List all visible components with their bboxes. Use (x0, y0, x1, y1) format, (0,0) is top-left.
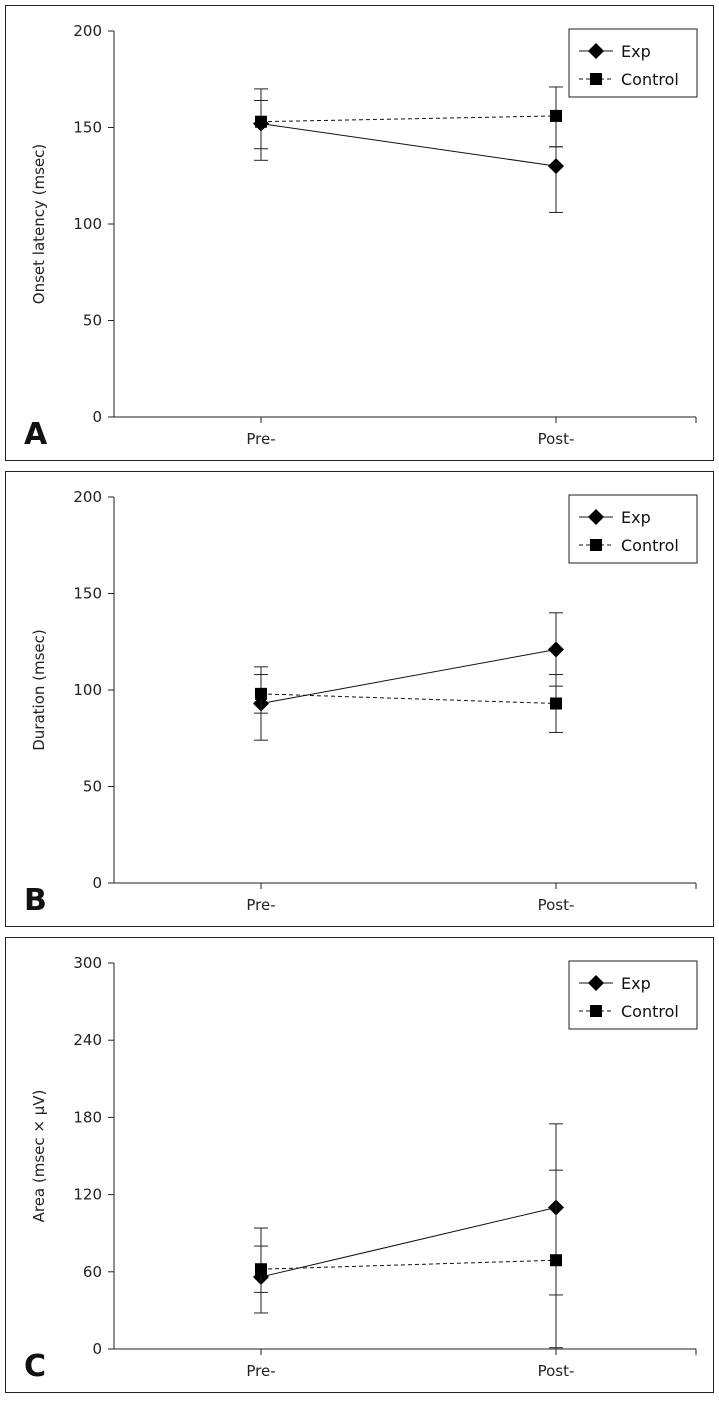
legend-marker (588, 43, 604, 59)
legend-marker (590, 539, 602, 551)
y-tick-label: 60 (83, 1263, 102, 1281)
y-axis-label: Duration (msec) (30, 629, 48, 751)
x-tick-label: Post- (538, 430, 575, 448)
x-tick-label: Pre- (246, 896, 275, 914)
y-axis-label: Area (msec × μV) (30, 1090, 48, 1223)
chart-svg: 0 50 100 150 200 Pre- Post- Onset latency (msec… (24, 22, 698, 452)
panel-label: B (24, 883, 47, 918)
y-axis-label: Onset latency (msec) (30, 144, 48, 304)
chart-svg: 0 50 100 150 200 Pre- Post- Duration (msec) B Exp… (24, 488, 698, 918)
legend-box (568, 28, 698, 98)
panel-label: C (24, 1349, 46, 1384)
panel-c: 0 60 120 180 240 300 Pre- Post- Area (msec × μV)… (5, 937, 714, 1393)
legend-label: Control (621, 536, 679, 555)
legend-marker (590, 73, 602, 85)
data-point (255, 687, 267, 700)
y-tick-label: 50 (83, 778, 102, 796)
series-exp (253, 88, 564, 213)
legend-box (568, 494, 698, 564)
y-tick-label: 300 (73, 954, 102, 972)
legend-box (568, 960, 698, 1030)
series-exp (253, 1123, 564, 1314)
legend-label: Control (621, 70, 679, 89)
panel-label: A (24, 417, 48, 452)
data-point (255, 115, 267, 128)
y-tick-label: 0 (92, 408, 102, 426)
series-control (254, 674, 563, 733)
y-tick-label: 180 (73, 1108, 102, 1126)
x-tick-label: Pre- (246, 1362, 275, 1380)
legend-label: Control (621, 1002, 679, 1021)
y-tick-label: 50 (83, 312, 102, 330)
legend: Exp Control (568, 960, 698, 1030)
y-tick-label: 100 (73, 681, 102, 699)
series-exp (253, 612, 564, 741)
y-tick-label: 120 (73, 1186, 102, 1204)
y-tick-label: 150 (73, 585, 102, 603)
data-point (550, 1254, 562, 1267)
legend: Exp Control (568, 28, 698, 98)
x-tick-label: Post- (538, 896, 575, 914)
legend-label: Exp (621, 42, 651, 61)
y-tick-label: 100 (73, 215, 102, 233)
series-line (260, 123, 557, 167)
legend: Exp Control (568, 494, 698, 564)
data-point (550, 697, 562, 710)
legend-marker (588, 509, 604, 525)
series-control (254, 1169, 563, 1349)
x-tick-label: Post- (538, 1362, 575, 1380)
data-point (550, 109, 562, 122)
series-line (260, 115, 557, 123)
x-tick-label: Pre- (246, 430, 275, 448)
legend-label: Exp (621, 974, 651, 993)
data-point (548, 641, 564, 658)
legend-marker (590, 1005, 602, 1017)
series-line (260, 1206, 557, 1278)
chart-svg: 0 60 120 180 240 300 Pre- Post- Area (msec × μV)… (24, 954, 698, 1384)
legend-label: Exp (621, 508, 651, 527)
data-point (548, 158, 564, 175)
y-tick-label: 0 (92, 874, 102, 892)
legend-marker (588, 975, 604, 991)
y-tick-label: 0 (92, 1340, 102, 1358)
series-line (260, 648, 557, 705)
y-tick-label: 200 (73, 22, 102, 40)
series-line (260, 1259, 557, 1270)
data-point (255, 1263, 267, 1276)
y-tick-label: 200 (73, 488, 102, 506)
y-tick-label: 150 (73, 119, 102, 137)
series-control (254, 86, 563, 150)
series-line (260, 693, 557, 705)
panel-b: 0 50 100 150 200 Pre- Post- Duration (msec) B Exp… (5, 471, 714, 927)
panel-a: 0 50 100 150 200 Pre- Post- Onset latency (msec… (5, 5, 714, 461)
y-tick-label: 240 (73, 1031, 102, 1049)
